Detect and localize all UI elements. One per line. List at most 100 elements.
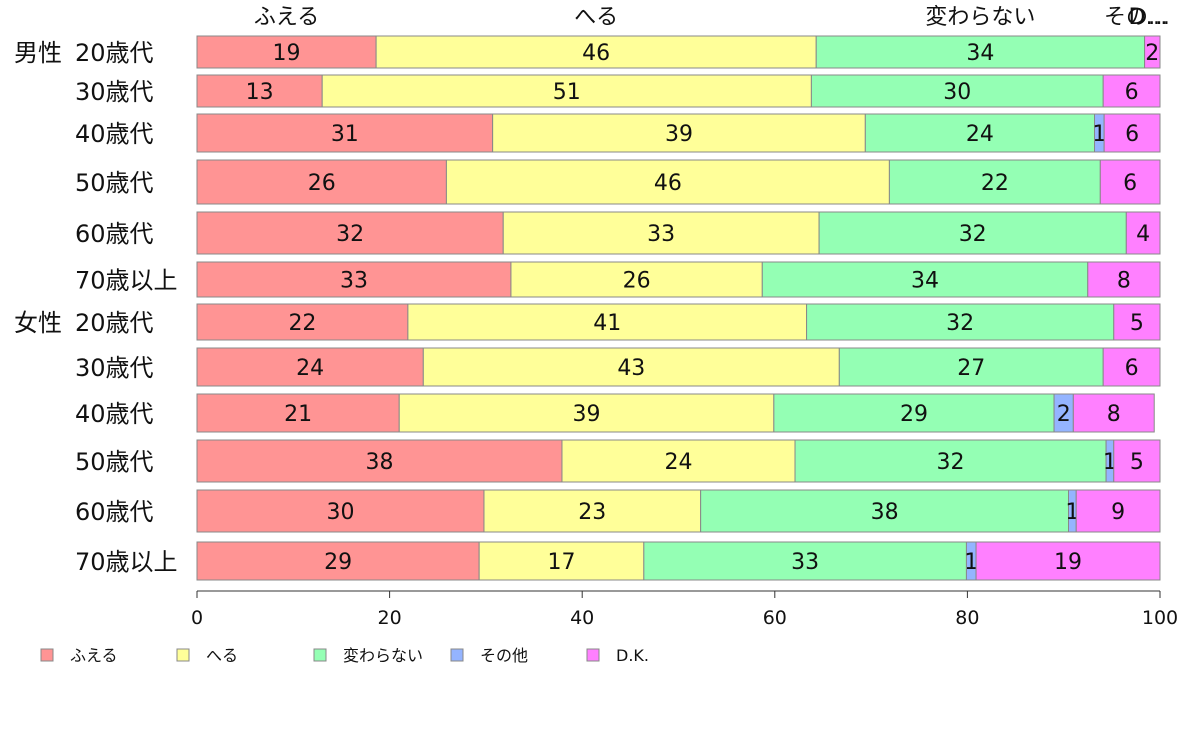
bar-segment [422,347,840,387]
legend-label: ふえる [70,646,118,665]
legend-label: D.K. [616,646,649,665]
bar-segment [888,159,1101,205]
bar-segment [806,303,1115,341]
bar-data-label: 5 [1130,450,1144,475]
bar-segment [196,35,377,69]
bar-data-label: 8 [1107,402,1121,427]
x-tick-label: 80 [955,607,979,629]
bar-data-label: 30 [943,80,971,105]
bar-data-label: 43 [617,356,645,381]
bar-data-label: 26 [308,171,336,196]
legend-label: 変わらない [343,646,423,665]
bar-data-label: 6 [1125,122,1139,147]
bar-segment [1099,159,1161,205]
bar-data-label: 19 [273,41,301,66]
bar-segment [196,211,504,255]
bar-data-label: 32 [946,311,974,336]
category-label: 70歳以上 [75,548,178,576]
bar-data-label: 41 [593,311,621,336]
bar-segment [196,261,512,298]
bar-segment [321,74,812,108]
bar-segment [1102,347,1161,387]
bar-segment [1113,439,1161,483]
bar-segment [1087,261,1161,298]
legend-swatch [450,648,464,662]
bar-data-label: 38 [871,500,899,525]
group-label: 男性 [14,39,62,67]
bar-data-label: 2 [1057,402,1071,427]
bar-data-label: 46 [654,171,682,196]
category-label: 30歳代 [75,78,154,106]
category-label: 40歳代 [75,400,154,428]
bar-data-label: 51 [553,80,581,105]
bar-segment [1113,303,1161,341]
bar-segment [445,159,890,205]
bar-data-label: 26 [623,269,651,294]
bar-data-label: 33 [647,222,675,247]
bar-data-label: 30 [326,500,354,525]
bar-segment [794,439,1107,483]
legend-swatch [313,648,327,662]
top-labels: ふえる へる 変わらない その…D… [254,5,1170,30]
bar-segment [561,439,796,483]
top-series-label: その… [1104,5,1170,30]
legend: ふえる へる 変わらない その他 D.K. [40,646,649,665]
bar-data-label: 17 [547,550,575,575]
bar-data-label: 46 [582,41,610,66]
bar-data-label: 38 [365,450,393,475]
bar-segment [492,113,866,153]
x-tick-label: 20 [378,607,402,629]
bar-segment [700,489,1070,533]
bar-data-label: 24 [665,450,693,475]
legend-swatch [586,648,600,662]
bar-data-label: 6 [1123,171,1137,196]
category-label: 50歳代 [75,448,154,476]
bar-data-label: 22 [288,311,316,336]
bar-data-label: 34 [911,269,939,294]
bars-group: 19 46 34 213 51 30 631 39 24 1 626 46 22 632 33 32 433 26… [196,35,1161,581]
bar-data-label: 34 [966,41,994,66]
bar-data-label: 32 [336,222,364,247]
category-label: 20歳代 [75,39,154,67]
bar-data-label: 32 [959,222,987,247]
bar-segment [1144,35,1161,69]
category-label: 30歳代 [75,354,154,382]
top-series-label: へる [574,5,618,30]
bar-data-label: 2 [1145,41,1159,66]
x-tick-label: 0 [191,607,203,629]
bar-data-label: 21 [284,402,312,427]
bar-segment [761,261,1089,298]
bar-segment [196,541,480,581]
category-label: 40歳代 [75,120,154,148]
x-tick-label: 40 [570,607,594,629]
bar-data-label: 9 [1111,500,1125,525]
bar-segment [1125,211,1161,255]
bar-data-label: 5 [1130,311,1144,336]
legend-swatch [176,648,190,662]
x-tick-label: 60 [763,607,787,629]
top-series-label: D… [1129,5,1168,30]
bar-data-label: 22 [981,171,1009,196]
bar-data-label: 1 [1092,122,1106,147]
legend-swatch [40,648,54,662]
category-label: 20歳代 [75,309,154,337]
bar-data-label: 39 [573,402,601,427]
bar-segment [815,35,1146,69]
bar-data-label: 27 [957,356,985,381]
bar-segment [196,159,447,205]
top-series-label: 変わらない [925,5,1035,30]
bar-data-label: 33 [791,550,819,575]
bar-segment [196,393,400,433]
top-series-label: ふえる [254,5,319,30]
bar-segment [510,261,763,298]
bar-segment [196,74,323,108]
x-tick-label: 100 [1142,607,1178,629]
bar-data-label: 24 [966,122,994,147]
bar-segment [196,113,494,153]
legend-label: その他 [480,646,528,665]
bar-data-label: 13 [246,80,274,105]
bar-data-label: 1 [964,550,978,575]
category-label: 50歳代 [75,169,154,197]
bar-segment [773,393,1055,433]
